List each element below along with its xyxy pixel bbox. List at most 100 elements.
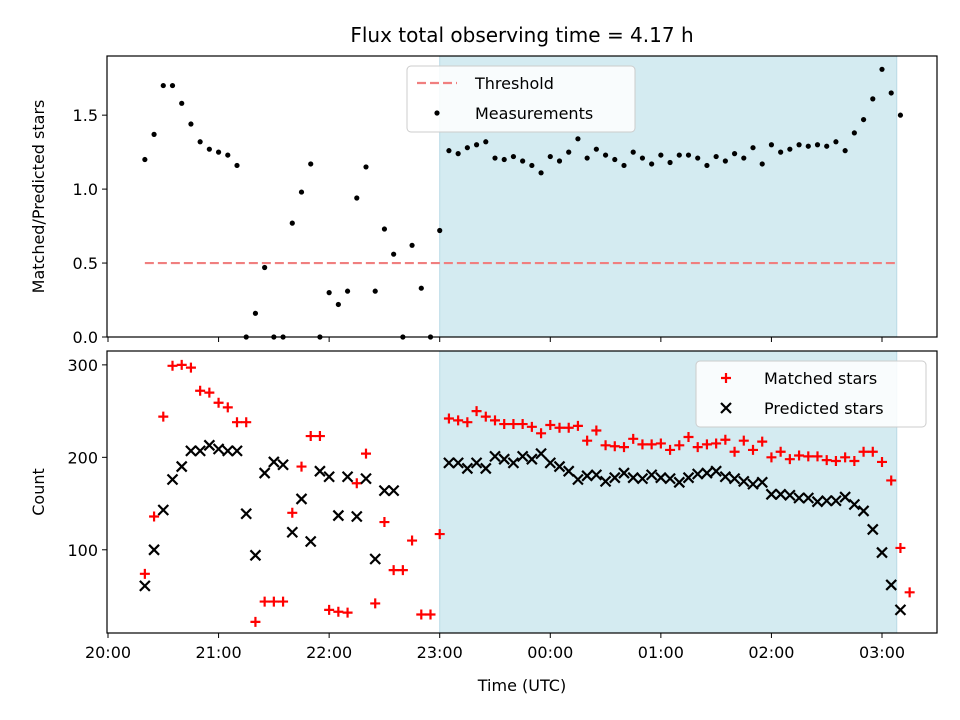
predicted-star-point: [258, 467, 271, 479]
predicted-star-point: [553, 460, 566, 473]
predicted-star-point: [572, 473, 584, 486]
predicted-star-point: [268, 456, 280, 468]
matched-star-point: [517, 419, 528, 430]
measurement-point: [215, 149, 222, 155]
measurement-point: [750, 145, 756, 151]
predicted-star-point: [784, 489, 796, 502]
y-axis-label: Count: [29, 468, 48, 516]
predicted-star-point: [157, 504, 170, 516]
legend-top: [406, 65, 636, 133]
predicted-star-point: [691, 468, 704, 480]
measurement-point: [455, 151, 461, 157]
measurement-point: [169, 82, 176, 89]
matched-star-point: [416, 609, 427, 620]
predicted-star-point: [590, 469, 603, 481]
matched-star-point: [748, 444, 758, 455]
matched-star-point: [379, 517, 390, 528]
matched-star-point: [397, 565, 408, 576]
predicted-star-point: [516, 450, 529, 463]
predicted-star-point: [581, 470, 593, 482]
matched-star-point: [250, 616, 261, 627]
predicted-star-point: [544, 457, 557, 469]
predicted-star-point: [673, 476, 686, 489]
predicted-star-point: [756, 476, 768, 489]
matched-star-point: [195, 385, 206, 396]
matched-star-point: [904, 587, 915, 598]
measurement-point: [538, 170, 544, 176]
predicted-star-point: [277, 458, 289, 471]
predicted-star-point: [802, 492, 815, 504]
matched-star-point: [637, 439, 648, 450]
measurement-point: [344, 288, 351, 294]
predicted-star-point: [175, 460, 188, 473]
x-tick-label: 22:00: [306, 643, 352, 662]
predicted-star-point: [304, 535, 317, 548]
predicted-star-point: [876, 546, 888, 559]
predicted-star-point: [443, 457, 455, 469]
predicted-star-point: [636, 472, 649, 485]
matched-star-point: [176, 359, 187, 370]
measurement-point: [870, 96, 876, 102]
measurement-point: [787, 146, 793, 152]
matched-star-point: [425, 609, 436, 620]
measurement-point: [335, 301, 341, 308]
legend-marker-swatch: [434, 110, 440, 116]
matched-star-point: [213, 397, 224, 408]
predicted-star-point: [857, 505, 870, 517]
predicted-star-point: [599, 475, 612, 488]
measurement-point: [225, 152, 231, 158]
predicted-star-point: [470, 457, 483, 469]
matched-star-point: [830, 456, 841, 467]
predicted-star-point: [811, 495, 824, 508]
measurement-point: [529, 162, 535, 169]
measurement-point: [667, 159, 673, 166]
predicted-star-point: [738, 475, 750, 488]
x-tick-label: 20:00: [85, 643, 131, 662]
measurement-point: [151, 131, 157, 137]
measurement-point: [520, 158, 526, 164]
matched-star-point: [407, 535, 418, 546]
predicted-star-point: [609, 471, 621, 484]
measurement-point: [160, 82, 166, 89]
matched-star-point: [757, 436, 768, 447]
predicted-star-point: [480, 462, 492, 475]
measurement-point: [814, 142, 821, 148]
predicted-star-point: [701, 467, 713, 479]
measurement-point: [142, 156, 148, 163]
predicted-star-point: [369, 553, 381, 565]
legend-marker-swatch: [721, 373, 731, 383]
matched-star-point: [840, 452, 851, 463]
matched-star-point: [563, 422, 574, 433]
x-tick-label: 21:00: [196, 643, 242, 662]
predicted-star-point: [194, 445, 206, 457]
predicted-star-point: [507, 457, 520, 469]
measurement-point: [363, 164, 369, 170]
legend-label: Predicted stars: [764, 399, 884, 418]
x-tick-label: 00:00: [527, 643, 573, 662]
matched-star-point: [720, 434, 731, 445]
matched-star-point: [545, 419, 556, 430]
y-axis-label: Matched/Predicted stars: [29, 100, 48, 294]
measurement-point: [713, 153, 719, 160]
x-tick-label: 01:00: [638, 643, 684, 662]
matched-star-point: [370, 598, 381, 609]
measurement-point: [354, 195, 360, 201]
predicted-star-point: [645, 469, 658, 481]
matched-star-point: [499, 419, 510, 430]
matched-star-point: [536, 428, 547, 439]
measurement-point: [197, 139, 203, 145]
predicted-star-point: [774, 488, 787, 501]
y-tick-label: 200: [67, 448, 98, 467]
matched-star-point: [204, 387, 215, 398]
matched-star-point: [729, 446, 740, 457]
predicted-star-point: [139, 580, 151, 592]
matched-star-point: [453, 415, 464, 426]
predicted-star-point: [166, 473, 179, 486]
matched-star-point: [149, 511, 160, 522]
matched-star-point: [554, 422, 565, 433]
measurement-point: [685, 152, 692, 158]
predicted-star-point: [185, 445, 197, 457]
measurement-point: [593, 146, 599, 152]
measurement-point: [206, 146, 212, 152]
